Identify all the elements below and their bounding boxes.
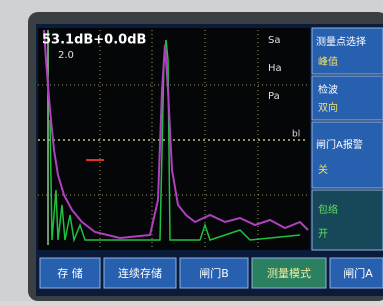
menu-value: 开 [318, 229, 328, 240]
button-label: 测量模式 [267, 267, 311, 280]
menu-title: 测量点选择 [316, 35, 366, 48]
readout-label: Ha [268, 63, 282, 74]
menu-title: 闸门A报警 [316, 138, 363, 151]
menu: 测量点选择 峰值 检波 双向 闸门A报警 关 包络 开 [312, 28, 383, 250]
gain-readout: 53.1dB+0.0dB [42, 33, 146, 48]
readout-label: Sa [268, 35, 280, 46]
button-label: 闸门A [343, 266, 373, 280]
menu-item[interactable] [312, 190, 383, 250]
button-label: 连续存储 [118, 266, 162, 280]
menu-value: 峰值 [318, 55, 338, 68]
page: 53.1dB+0.0dB 2.0 Sa Ha Pa bl 测量点选择 峰值 检波… [0, 0, 383, 301]
range-readout: 2.0 [58, 50, 74, 61]
menu-item[interactable] [312, 122, 383, 188]
button-label: 存 储 [57, 266, 83, 280]
device-screenshot: 53.1dB+0.0dB 2.0 Sa Ha Pa bl 测量点选择 峰值 检波… [0, 0, 383, 301]
menu-value: 关 [318, 163, 328, 176]
button-label: 闸门B [199, 266, 229, 280]
marker-label: bl [292, 130, 300, 140]
menu-title: 检波 [318, 83, 338, 96]
readout-label: Pa [268, 91, 280, 102]
menu-value: 双向 [318, 101, 338, 114]
button-bar: 存 储 连续存储 闸门B 测量模式 闸门A [40, 258, 383, 288]
menu-title: 包络 [318, 203, 338, 216]
